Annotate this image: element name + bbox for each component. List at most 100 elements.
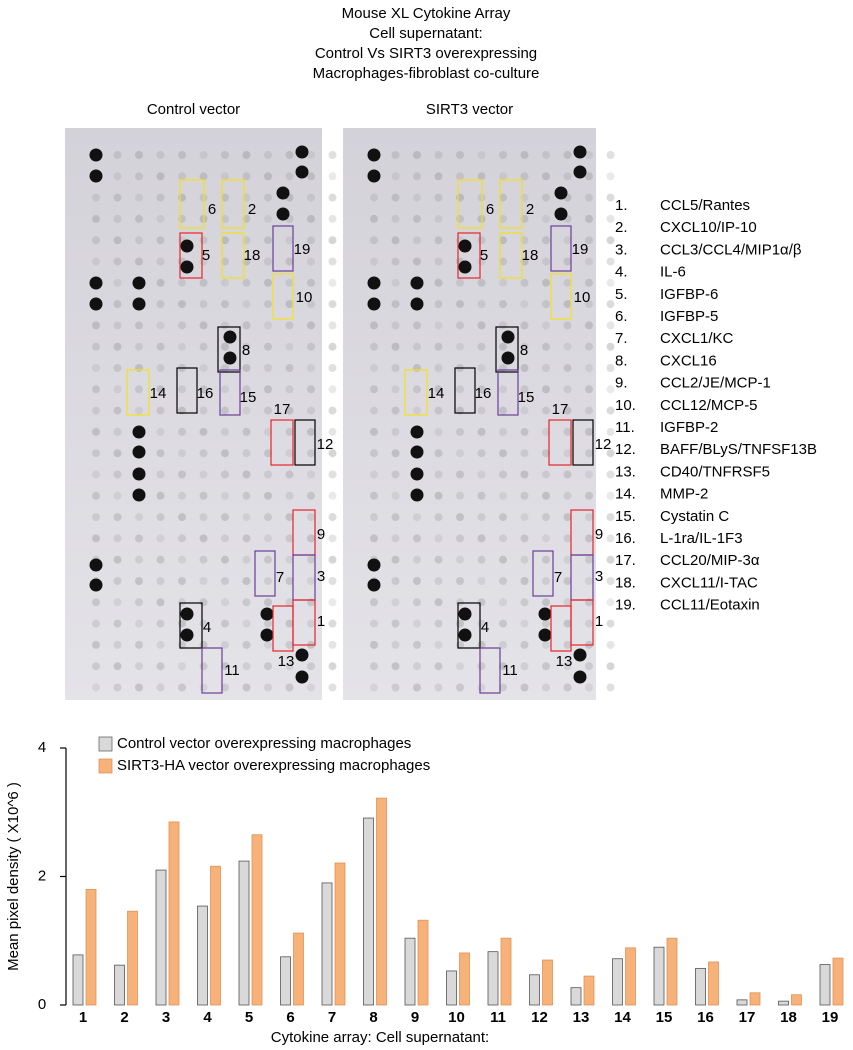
blot-spot bbox=[328, 193, 337, 202]
blot-spot-strong bbox=[554, 207, 568, 221]
blot-spot bbox=[391, 491, 400, 500]
blot-spot-strong bbox=[367, 578, 381, 592]
blot-spot bbox=[285, 513, 294, 522]
blot-spot bbox=[499, 214, 507, 223]
blot-spot bbox=[113, 278, 122, 287]
blot-spot bbox=[264, 619, 272, 628]
blot-spot bbox=[520, 470, 529, 479]
blot-spot-strong bbox=[410, 488, 424, 502]
x-tick-label: 3 bbox=[162, 1009, 170, 1026]
blot-spot-strong bbox=[89, 578, 103, 592]
blot-spot bbox=[113, 385, 122, 394]
blot-spot bbox=[156, 449, 165, 458]
blot-spot bbox=[520, 513, 529, 522]
blot-spot bbox=[307, 172, 315, 181]
x-tick-label: 7 bbox=[328, 1009, 336, 1026]
blot-spot bbox=[242, 300, 251, 309]
blot-spot bbox=[135, 151, 143, 159]
blot-spot bbox=[242, 640, 251, 649]
blot-spot bbox=[563, 257, 572, 266]
blot-spot-strong bbox=[223, 351, 237, 365]
blot-spot bbox=[520, 406, 529, 415]
bar bbox=[570, 987, 582, 1006]
blot-spot bbox=[242, 534, 251, 543]
highlight-box bbox=[457, 232, 481, 279]
blot-spot bbox=[242, 278, 251, 287]
blot-spot bbox=[456, 555, 464, 564]
blot-spot bbox=[156, 491, 165, 500]
blot-spot bbox=[477, 300, 486, 309]
blot-spot bbox=[199, 470, 208, 479]
blot-spot bbox=[307, 470, 315, 479]
blot-spot bbox=[156, 172, 165, 181]
box-label: 9 bbox=[595, 526, 603, 543]
blot-spot bbox=[456, 491, 464, 500]
blot-spot bbox=[113, 534, 122, 543]
blot-spot bbox=[585, 619, 593, 628]
blot-spot bbox=[199, 513, 208, 522]
blot-spot bbox=[434, 427, 443, 436]
blot-spot bbox=[328, 449, 337, 458]
blot-spot bbox=[413, 662, 421, 671]
x-tick-label: 8 bbox=[369, 1009, 377, 1026]
blot-spot bbox=[434, 257, 443, 266]
blot-spot bbox=[413, 683, 421, 692]
blot-spot bbox=[307, 151, 315, 159]
x-tick-label: 13 bbox=[573, 1009, 590, 1026]
blot-spot bbox=[456, 513, 464, 522]
blot-spot bbox=[585, 342, 593, 351]
x-tick-label: 17 bbox=[739, 1009, 756, 1026]
blot-spot bbox=[113, 449, 122, 458]
blot-spot bbox=[156, 321, 165, 330]
highlight-box bbox=[201, 647, 223, 694]
blot-spot bbox=[499, 449, 507, 458]
blot-spot bbox=[156, 683, 165, 692]
blot-spot bbox=[542, 534, 550, 543]
blot-spot bbox=[477, 321, 486, 330]
blot-spot bbox=[92, 385, 100, 394]
blot-spot bbox=[178, 278, 186, 287]
blot-spot bbox=[92, 427, 100, 436]
blot-spot bbox=[328, 491, 337, 500]
header-line: Macrophages-fibroblast co-culture bbox=[313, 65, 540, 82]
blot-spot-strong bbox=[132, 276, 146, 290]
blot-spot bbox=[285, 577, 294, 585]
list-name: IGFBP-6 bbox=[660, 286, 718, 303]
blot-spot bbox=[156, 427, 165, 436]
box-label: 15 bbox=[518, 389, 535, 406]
box-label: 3 bbox=[595, 568, 603, 585]
blot-spot bbox=[391, 193, 400, 202]
blot-spot bbox=[92, 449, 100, 458]
box-label: 2 bbox=[526, 201, 534, 218]
blot-spot bbox=[156, 364, 165, 372]
highlight-box bbox=[176, 367, 198, 414]
blot-spot bbox=[285, 427, 294, 436]
blot-spot bbox=[264, 151, 272, 159]
blot-spot bbox=[370, 385, 378, 394]
blot-spot bbox=[328, 513, 337, 522]
blot-spot bbox=[542, 193, 550, 202]
blot-spot bbox=[264, 577, 272, 585]
blot-spot bbox=[178, 598, 186, 607]
blot-spot bbox=[307, 577, 315, 585]
blot-spot bbox=[328, 683, 337, 692]
box-label: 4 bbox=[481, 619, 489, 636]
list-number: 3. bbox=[615, 241, 628, 258]
blot-spot bbox=[370, 449, 378, 458]
blot-spot bbox=[499, 491, 507, 500]
blot-spot bbox=[585, 513, 593, 522]
blot-spot bbox=[477, 598, 486, 607]
highlight-box bbox=[179, 232, 203, 279]
blot-spot bbox=[520, 385, 529, 394]
list-number: 7. bbox=[615, 330, 628, 347]
blot-spot bbox=[135, 662, 143, 671]
blot-spot bbox=[434, 236, 443, 245]
blot-spot bbox=[242, 364, 251, 372]
bar bbox=[612, 958, 623, 1006]
bar bbox=[500, 937, 512, 1006]
blot-spot bbox=[156, 342, 165, 351]
blot-spot bbox=[434, 172, 443, 181]
highlight-box bbox=[457, 179, 483, 229]
blot-spot bbox=[178, 151, 186, 159]
blot-spot bbox=[178, 513, 186, 522]
